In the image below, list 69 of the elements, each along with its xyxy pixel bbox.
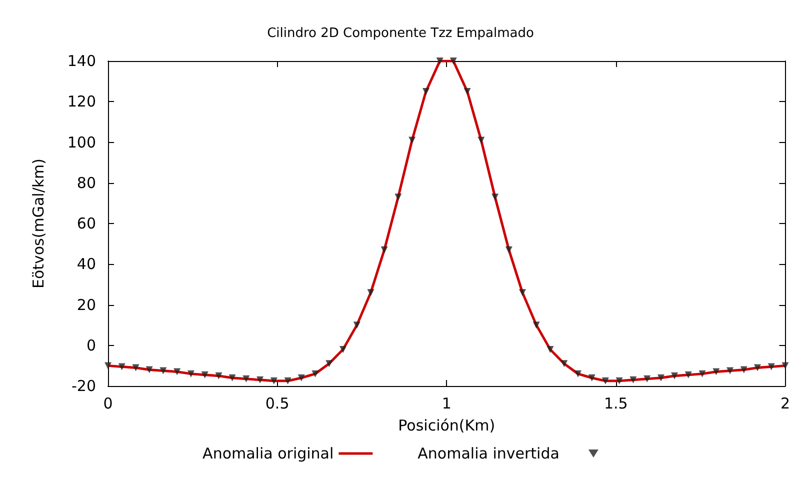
point [242,375,250,382]
point [380,246,388,254]
point [768,363,775,370]
point [353,322,360,329]
point [422,88,430,95]
y-axis-title: Eötvos(mGal/km) [30,158,48,289]
point [698,370,706,378]
point [518,289,526,296]
y-tick-label: 20 [76,296,96,314]
point [270,377,278,384]
point [754,364,761,372]
x-tick-label: 1.5 [604,394,628,412]
y-tick-label: -20 [72,377,96,395]
y-tick-label: 40 [76,255,96,274]
x-tick-label: 0.5 [265,394,290,412]
point [630,376,637,384]
point [712,368,720,376]
point [228,374,236,382]
point [174,368,181,376]
point [726,367,734,374]
point [118,363,126,370]
y-tick-label: 140 [67,52,96,70]
point [574,370,582,378]
point [616,377,623,384]
point [201,371,208,378]
point [215,372,222,380]
point [532,322,540,329]
point [560,360,568,368]
point [657,374,664,382]
point [478,136,485,144]
point [464,88,471,95]
y-tick-label: 60 [76,214,96,232]
legend-label: Anomalia original [202,444,334,462]
point [671,372,678,380]
point [132,364,140,372]
chart-title: Cilindro 2D Componente Tzz Empalmado [267,26,534,41]
y-tick-label: 100 [67,133,96,152]
point [505,246,512,254]
point [408,136,416,144]
point [256,376,264,384]
point [312,370,319,378]
point [684,371,692,378]
point [160,367,167,374]
x-tick-label: 2 [780,394,790,412]
x-tick-label: 0 [103,394,113,412]
point [492,194,499,201]
point [146,366,153,374]
legend-label: Anomalia invertida [418,444,560,462]
point [340,346,346,353]
point [588,374,596,382]
point [546,346,554,353]
point [284,377,292,384]
point [436,58,444,64]
x-axis-title: Posición(Km) [398,416,496,434]
point [298,374,305,382]
y-tick-label: 80 [76,174,96,192]
y-tick-label: 120 [67,92,96,111]
point [740,366,748,374]
y-tick-label: 0 [86,336,96,354]
point [104,362,112,370]
point [644,375,651,382]
point [450,58,457,64]
point [367,289,374,296]
point [326,360,333,368]
x-tick-label: 1 [442,394,452,412]
point [187,370,194,378]
point [602,377,609,384]
point [394,194,402,201]
point [782,362,789,370]
